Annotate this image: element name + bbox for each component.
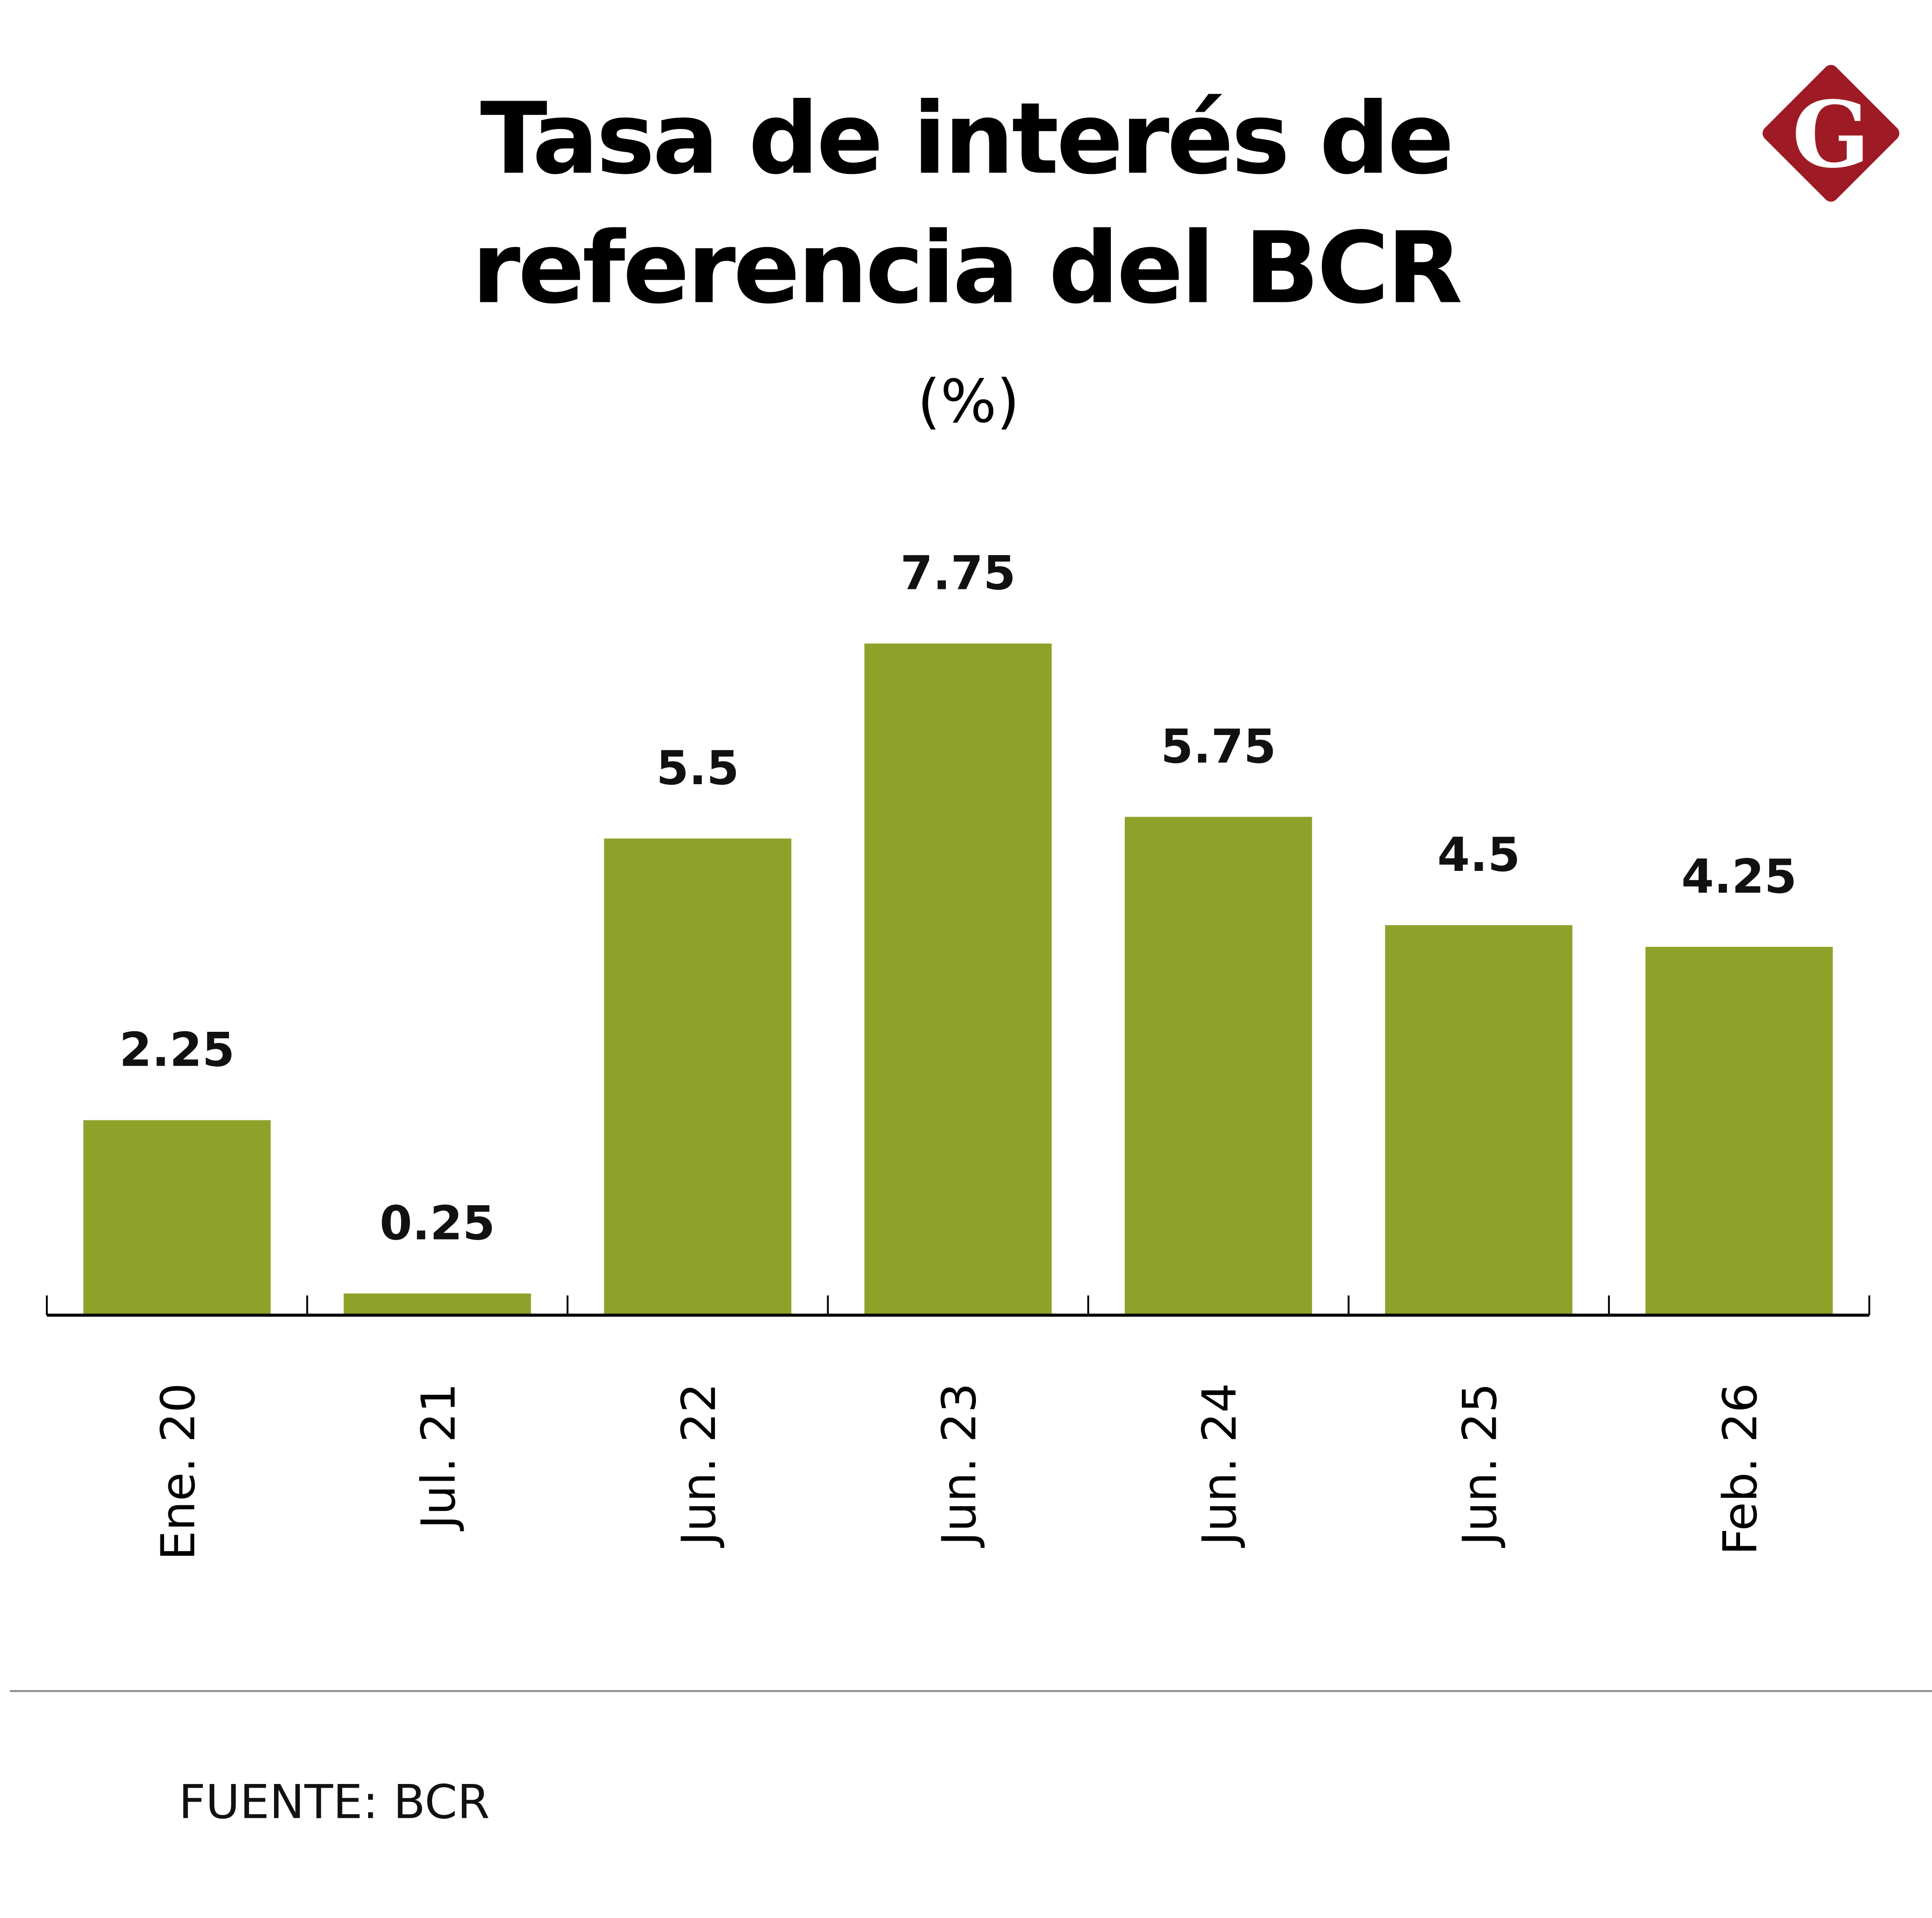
bar bbox=[604, 838, 791, 1316]
x-axis: Ene. 20 Jul. 21 Jun. 22 Jun. 23 Jun. 24 Jun. … bbox=[45, 1295, 1870, 1560]
x-tick-label: Ene. 20 bbox=[151, 1383, 205, 1560]
x-tick-label: Jun. 23 bbox=[932, 1383, 987, 1548]
data-label: 4.25 bbox=[1681, 849, 1797, 904]
data-label: 0.25 bbox=[380, 1196, 495, 1250]
source-note: FUENTE: BCR bbox=[179, 1774, 490, 1829]
logo-letter: G bbox=[1792, 81, 1870, 188]
bar bbox=[1124, 817, 1312, 1316]
x-tick-label: Jul. 21 bbox=[411, 1383, 465, 1532]
chart-subtitle: (%) bbox=[917, 367, 1020, 436]
bars-group: 2.25 0.25 5.5 7.75 5.75 4.5 4.25 bbox=[83, 546, 1833, 1316]
bar bbox=[83, 1120, 271, 1316]
x-tick-label: Jun. 22 bbox=[671, 1383, 726, 1548]
data-label: 2.25 bbox=[119, 1023, 235, 1077]
chart-title-line-1: Tasa de interés de bbox=[480, 82, 1452, 196]
data-label: 4.5 bbox=[1437, 827, 1520, 882]
chart-title-line-2: referencia del BCR bbox=[472, 211, 1461, 326]
x-tick-label: Feb. 26 bbox=[1713, 1383, 1767, 1555]
logo: G bbox=[1762, 64, 1900, 202]
data-label: 7.75 bbox=[900, 546, 1016, 601]
data-label: 5.5 bbox=[656, 741, 739, 795]
logo-diamond bbox=[1762, 64, 1900, 202]
data-label: 5.75 bbox=[1160, 719, 1276, 774]
bar bbox=[344, 1293, 531, 1316]
x-tick-label: Jun. 25 bbox=[1453, 1383, 1507, 1548]
bar bbox=[1385, 925, 1573, 1316]
bar bbox=[1645, 946, 1833, 1316]
bar bbox=[864, 643, 1052, 1316]
x-tick-label: Jun. 24 bbox=[1192, 1383, 1247, 1548]
